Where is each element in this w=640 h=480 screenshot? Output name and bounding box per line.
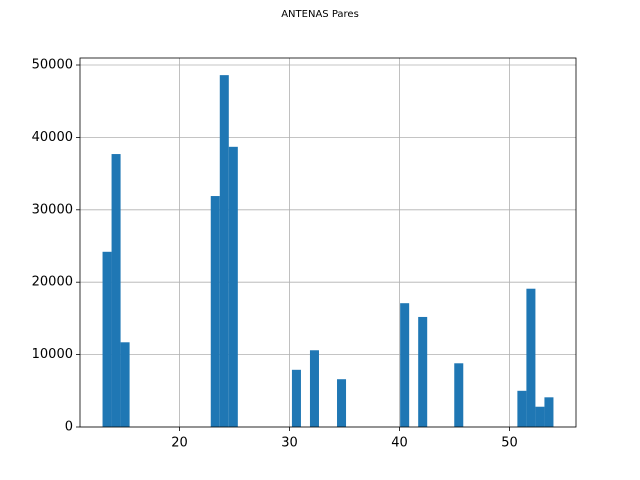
bar xyxy=(337,379,347,427)
bar xyxy=(111,154,121,427)
x-tick-label: 40 xyxy=(391,436,408,451)
x-tick-label: 50 xyxy=(501,436,518,451)
x-tick-label: 20 xyxy=(171,436,188,451)
bar xyxy=(418,316,428,427)
grid xyxy=(80,58,576,428)
ticks: 20 30 40 50 0 10000 20000 30000 40000 50000 xyxy=(32,58,518,451)
y-tick-label: 0 xyxy=(65,420,73,435)
bar xyxy=(517,390,527,427)
bar xyxy=(120,342,130,427)
y-tick-label: 40000 xyxy=(32,130,73,145)
y-tick-label: 50000 xyxy=(32,58,73,73)
bar xyxy=(309,350,319,427)
bar xyxy=(535,406,545,427)
bar xyxy=(454,363,464,427)
bar xyxy=(219,75,229,428)
y-tick-label: 10000 xyxy=(32,347,73,362)
y-tick-label: 20000 xyxy=(32,275,73,290)
bar xyxy=(400,303,410,427)
bar xyxy=(228,146,238,428)
bars xyxy=(102,75,554,428)
bar xyxy=(210,196,220,427)
x-tick-label: 30 xyxy=(281,436,298,451)
bar xyxy=(291,369,301,427)
bar xyxy=(544,397,554,427)
axes-frame xyxy=(79,57,577,428)
y-tick-label: 30000 xyxy=(32,202,73,217)
chart-title: ANTENAS Pares xyxy=(281,9,359,20)
bar xyxy=(102,251,112,427)
bar xyxy=(526,288,536,427)
